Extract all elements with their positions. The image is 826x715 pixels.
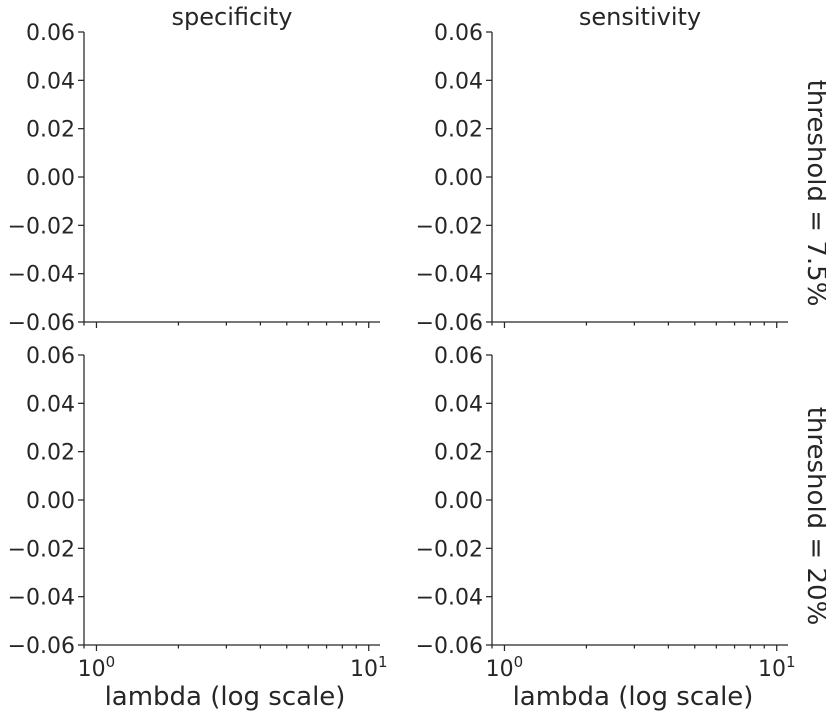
y-tick-label: 0.06 — [434, 344, 483, 369]
y-tick-label: −0.04 — [416, 586, 483, 611]
x-axis-label: lambda (log scale) — [105, 682, 346, 712]
y-tick-label: 0.04 — [434, 392, 483, 417]
y-tick-label: 0.04 — [26, 69, 75, 94]
y-tick-label: −0.02 — [8, 214, 75, 239]
y-tick-label: −0.06 — [416, 634, 483, 659]
y-tick-label: −0.06 — [8, 634, 75, 659]
y-tick-label: 0.00 — [26, 166, 75, 191]
y-tick-label: 0.00 — [434, 166, 483, 191]
y-tick-label: 0.02 — [434, 118, 483, 143]
y-tick-label: 0.06 — [434, 21, 483, 46]
y-tick-label: 0.04 — [26, 392, 75, 417]
y-tick-label: −0.06 — [8, 311, 75, 336]
y-tick-label: 0.02 — [26, 118, 75, 143]
row-title: threshold = 7.5% — [801, 80, 826, 307]
y-tick-label: −0.04 — [416, 263, 483, 288]
row-title: threshold = 20% — [801, 407, 826, 626]
y-tick-label: 0.04 — [434, 69, 483, 94]
y-tick-label: 0.00 — [434, 489, 483, 514]
panel-r0-c1: 0.06 0.04 0.02 0.00 −0.02 −0.04 −0.06 sensitivi… — [416, 3, 826, 336]
y-tick-label: 0.00 — [26, 489, 75, 514]
x-tick-label: 101 — [350, 653, 388, 682]
y-tick-label: 0.06 — [26, 21, 75, 46]
y-tick-label: 0.02 — [26, 441, 75, 466]
column-title: sensitivity — [579, 3, 701, 31]
y-tick-label: −0.02 — [416, 537, 483, 562]
y-tick-label: −0.04 — [8, 586, 75, 611]
panel-r0-c0: 0.06 0.04 0.02 0.00 −0.02 −0.04 −0.06 specifici… — [8, 3, 380, 336]
y-tick-label: 0.06 — [26, 344, 75, 369]
y-tick-label: −0.06 — [416, 311, 483, 336]
y-tick-label: 0.02 — [434, 441, 483, 466]
x-tick-label: 100 — [78, 653, 116, 682]
x-tick-label: 101 — [758, 653, 796, 682]
x-tick-label: 100 — [486, 653, 524, 682]
x-axis-label: lambda (log scale) — [513, 682, 754, 712]
column-title: specificity — [172, 3, 293, 31]
y-tick-label: −0.02 — [8, 537, 75, 562]
y-tick-label: −0.04 — [8, 263, 75, 288]
y-tick-label: −0.02 — [416, 214, 483, 239]
